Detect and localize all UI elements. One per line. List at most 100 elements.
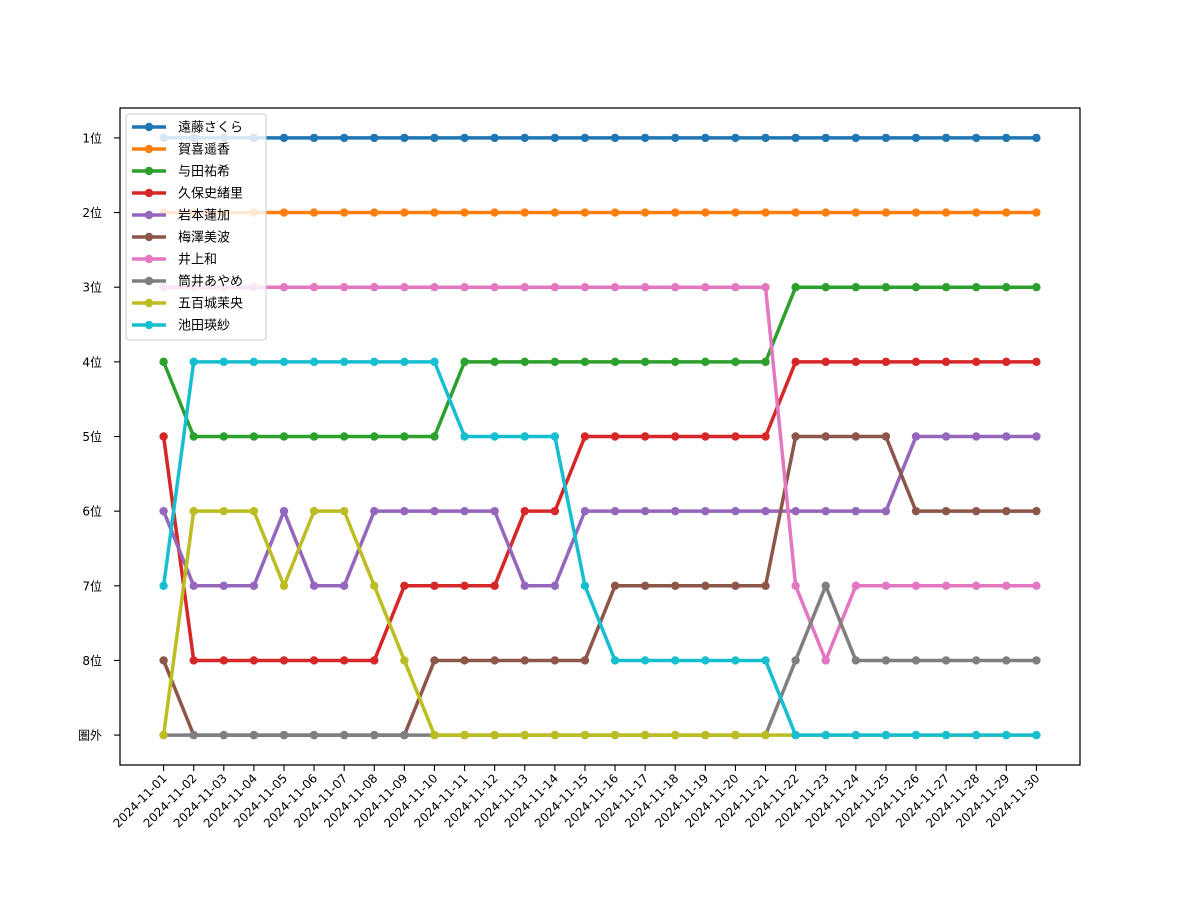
data-point <box>701 283 710 292</box>
legend-swatch-marker <box>144 144 154 154</box>
data-point <box>309 581 319 590</box>
series-line <box>161 285 1039 663</box>
data-point <box>219 656 228 665</box>
data-point <box>821 357 830 367</box>
data-point <box>219 432 228 441</box>
data-point <box>279 581 289 590</box>
series-line <box>161 360 1039 737</box>
data-point <box>189 506 198 516</box>
data-point <box>460 506 469 516</box>
data-point <box>490 133 499 143</box>
legend-swatch-marker <box>144 122 154 132</box>
data-point <box>941 656 951 665</box>
data-point <box>249 506 259 516</box>
data-point <box>761 283 770 292</box>
data-point <box>279 656 289 665</box>
data-point <box>400 133 409 143</box>
data-point <box>881 432 891 441</box>
data-point <box>610 357 620 367</box>
data-point <box>520 656 529 665</box>
data-point <box>761 357 770 367</box>
data-point <box>731 432 740 441</box>
data-point <box>941 432 951 441</box>
data-point <box>881 133 891 143</box>
data-point <box>881 581 891 590</box>
data-point <box>640 432 650 441</box>
legend-swatch-marker <box>144 254 154 264</box>
data-point <box>761 133 770 143</box>
data-point <box>610 283 620 292</box>
data-point <box>490 432 499 441</box>
data-point <box>159 581 168 590</box>
data-point <box>550 208 560 217</box>
data-point <box>430 357 439 367</box>
data-point <box>1002 133 1011 143</box>
data-point <box>339 357 349 367</box>
data-point <box>761 506 770 516</box>
data-point <box>430 581 439 590</box>
data-point <box>520 506 529 516</box>
legend-item: 久保史緒里 <box>132 187 243 202</box>
data-point <box>941 506 951 516</box>
series-4 <box>159 432 1041 590</box>
data-point <box>460 208 469 217</box>
data-point <box>851 208 861 217</box>
data-point <box>851 506 861 516</box>
data-point <box>972 357 981 367</box>
data-point <box>279 208 289 217</box>
data-point <box>460 581 469 590</box>
data-point <box>1002 432 1011 441</box>
data-point <box>550 133 560 143</box>
data-point <box>339 730 349 740</box>
data-point <box>430 283 439 292</box>
data-point <box>249 656 259 665</box>
data-point <box>640 656 650 665</box>
data-point <box>1032 133 1041 143</box>
legend-label: 岩本蓮加 <box>178 209 230 224</box>
data-point <box>520 133 529 143</box>
data-point <box>791 133 800 143</box>
data-point <box>610 581 620 590</box>
legend-label: 遠藤さくら <box>178 121 243 136</box>
data-point <box>339 432 349 441</box>
y-tick-label: 2位 <box>82 205 102 220</box>
data-point <box>550 656 560 665</box>
data-point <box>821 133 830 143</box>
data-point <box>671 133 680 143</box>
data-point <box>851 283 861 292</box>
data-point <box>490 208 499 217</box>
data-point <box>701 133 710 143</box>
data-point <box>821 656 830 665</box>
legend-item: 五百城茉央 <box>132 297 243 312</box>
data-point <box>249 357 259 367</box>
data-point <box>941 208 951 217</box>
data-point <box>370 432 379 441</box>
data-point <box>701 581 710 590</box>
data-point <box>550 432 560 441</box>
data-point <box>761 730 770 740</box>
data-point <box>550 506 560 516</box>
data-point <box>701 357 710 367</box>
legend-item: 賀喜遥香 <box>132 143 230 158</box>
legend-item: 与田祐希 <box>132 165 230 180</box>
data-point <box>881 357 891 367</box>
data-point <box>580 208 590 217</box>
data-point <box>791 656 800 665</box>
legend-swatch-marker <box>144 276 154 286</box>
data-point <box>1002 730 1011 740</box>
data-point <box>339 283 349 292</box>
data-point <box>370 283 379 292</box>
data-point <box>249 730 259 740</box>
data-point <box>460 133 469 143</box>
data-point <box>881 283 891 292</box>
legend-label: 池田瑛紗 <box>178 319 230 334</box>
data-point <box>821 283 830 292</box>
data-point <box>189 581 198 590</box>
y-tick-label: 1位 <box>82 130 102 145</box>
data-point <box>309 506 319 516</box>
data-point <box>972 283 981 292</box>
data-point <box>1032 357 1041 367</box>
data-point <box>249 432 259 441</box>
data-point <box>731 357 740 367</box>
